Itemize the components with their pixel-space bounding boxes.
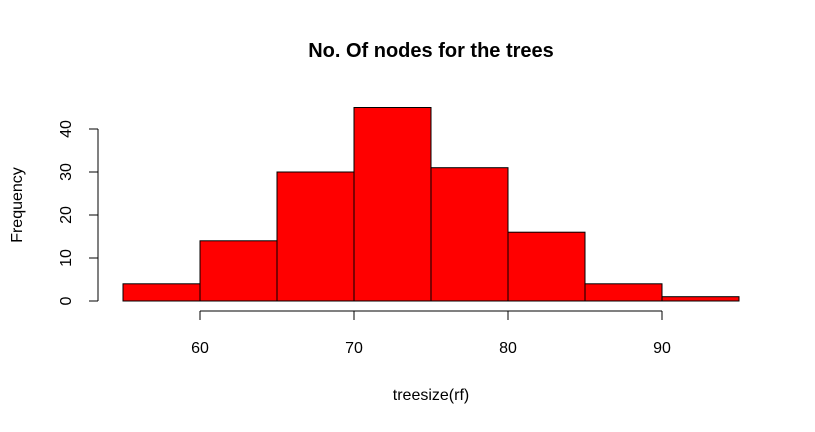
y-axis-label: Frequency	[9, 167, 26, 243]
y-axis: 0 10 20 30 40	[58, 120, 99, 305]
histogram-bar-85-90	[584, 283, 663, 302]
histogram-bar-65-70	[276, 171, 355, 302]
histogram-bar-55-60	[122, 283, 201, 302]
x-tick-label-80: 80	[499, 340, 517, 357]
chart-title: No. Of nodes for the trees	[308, 40, 554, 62]
x-tick-label-70: 70	[345, 340, 363, 357]
x-axis: 60 70 80 90	[191, 310, 671, 357]
histogram-bar-60-65	[199, 240, 278, 302]
histogram-bar-90-95	[661, 296, 740, 302]
histogram-bar-70-75	[353, 107, 432, 302]
x-tick-label-60: 60	[191, 340, 209, 357]
y-tick-label-20: 20	[58, 206, 75, 224]
x-axis-label: treesize(rf)	[393, 387, 469, 404]
x-tick-label-90: 90	[653, 340, 671, 357]
histogram-bar-80-85	[507, 231, 586, 302]
bars-group	[122, 107, 740, 302]
y-tick-label-30: 30	[58, 163, 75, 181]
y-tick-label-10: 10	[58, 249, 75, 267]
y-tick-label-40: 40	[58, 120, 75, 138]
y-tick-label-0: 0	[58, 296, 75, 305]
histogram-bar-75-80	[430, 167, 509, 302]
